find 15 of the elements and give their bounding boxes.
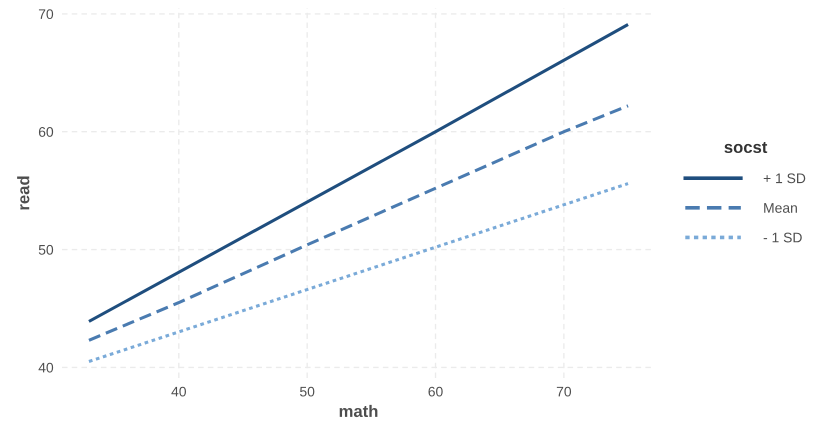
y-tick-label: 70 (38, 9, 54, 20)
y-tick-label: 50 (38, 244, 54, 255)
x-tick-label: 70 (556, 386, 572, 397)
y-tick-label: 40 (38, 362, 54, 373)
x-tick-label: 40 (171, 386, 186, 397)
legend-title: socst (724, 142, 768, 154)
line-series (87, 104, 630, 342)
legend-label: - 1 SD (764, 232, 802, 242)
x-tick-label: 50 (300, 386, 314, 397)
y-tick-label: 60 (38, 127, 54, 137)
x-tick-label: 60 (428, 386, 443, 397)
legend-label: Mean (764, 203, 797, 213)
y-axis-title: read (17, 176, 30, 210)
x-axis-title: math (340, 404, 378, 418)
legend-label: + 1 SD (764, 173, 806, 184)
